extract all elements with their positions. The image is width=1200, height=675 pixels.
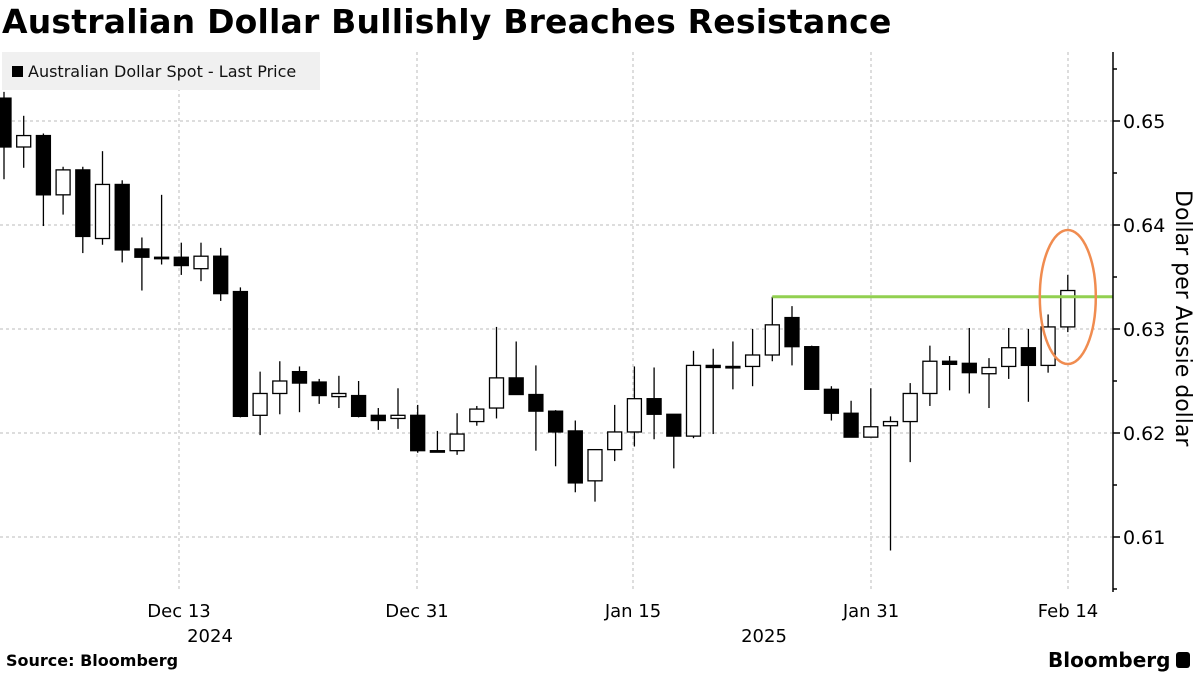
- y-tick-label: 0.65: [1123, 111, 1165, 133]
- candle: [804, 345, 820, 390]
- candle: [1020, 329, 1037, 402]
- candle: [390, 388, 406, 429]
- candle: [902, 383, 918, 463]
- candle: [685, 350, 702, 439]
- chart-title: Australian Dollar Bullishly Breaches Res…: [2, 2, 892, 41]
- candle: [961, 327, 977, 394]
- candle: [1060, 274, 1076, 333]
- legend-label: Australian Dollar Spot - Last Price: [28, 61, 297, 81]
- candle: [764, 296, 780, 362]
- bloomberg-bar-chart-icon: [1176, 652, 1191, 668]
- candle: [272, 361, 288, 415]
- candle: [449, 413, 465, 455]
- candle: [567, 420, 583, 493]
- legend-swatch-icon: [12, 65, 23, 77]
- candle: [607, 404, 623, 462]
- candle: [16, 115, 32, 168]
- source-note: Source: Bloomberg: [6, 651, 179, 670]
- legend: Australian Dollar Spot - Last Price: [2, 52, 320, 90]
- candle: [823, 386, 840, 421]
- x-year-label: 2025: [741, 626, 787, 647]
- candle: [1001, 327, 1017, 379]
- candle: [232, 287, 249, 418]
- candle: [626, 366, 643, 447]
- y-tick-label: 0.63: [1123, 319, 1165, 341]
- candles: [0, 91, 1076, 551]
- candle: [882, 416, 899, 551]
- candle: [784, 306, 800, 366]
- candle: [213, 247, 229, 301]
- candle: [528, 365, 544, 451]
- candle: [922, 345, 938, 406]
- candle: [35, 133, 52, 227]
- highlight-ellipse: [1038, 228, 1098, 366]
- candle: [370, 408, 386, 430]
- candle: [350, 381, 367, 418]
- candle: [547, 410, 564, 467]
- candle: [429, 430, 446, 453]
- y-tick-label: 0.62: [1123, 423, 1165, 445]
- candle: [331, 375, 347, 409]
- annotations: [772, 228, 1113, 366]
- candle: [252, 371, 268, 436]
- x-axis: Dec 13 2024 Dec 31 Jan 15 2025 Jan 31 Feb 14: [147, 601, 1098, 647]
- candle: [193, 242, 209, 282]
- candle: [744, 329, 761, 387]
- logo-text: Bloomberg: [1048, 648, 1171, 672]
- candle: [469, 405, 485, 426]
- candle: [114, 180, 130, 263]
- y-axis-title: Dollar per Aussie dollar: [1170, 190, 1195, 447]
- candle: [646, 367, 662, 440]
- candle: [981, 358, 997, 409]
- x-tick-label: Feb 14: [1038, 601, 1099, 622]
- x-tick-label: Dec 13: [147, 601, 210, 622]
- candle: [311, 378, 327, 404]
- candle: [508, 341, 524, 396]
- candle: [94, 151, 111, 245]
- candle: [488, 326, 505, 419]
- candle: [75, 166, 91, 254]
- x-tick-label: Jan 31: [842, 601, 899, 622]
- candle: [134, 237, 150, 291]
- y-tick-label: 0.61: [1123, 527, 1165, 549]
- x-tick-label: Dec 31: [385, 601, 448, 622]
- candle: [666, 413, 682, 469]
- candle: [291, 366, 308, 413]
- y-axis: 0.61 0.62 0.63 0.64 0.65: [1112, 52, 1165, 592]
- candle: [941, 356, 958, 391]
- y-tick-label: 0.64: [1123, 215, 1165, 237]
- x-tick-label: Jan 15: [604, 601, 661, 622]
- gridlines: [0, 52, 1113, 592]
- candle: [173, 242, 189, 275]
- candle: [705, 348, 721, 435]
- candle: [55, 166, 71, 215]
- candle: [587, 448, 603, 502]
- candle: [843, 400, 859, 438]
- x-year-label: 2024: [187, 626, 233, 647]
- candle: [863, 388, 879, 438]
- candle: [410, 404, 426, 453]
- candle: [153, 194, 170, 265]
- candle: [725, 341, 741, 390]
- bloomberg-logo: Bloomberg: [1048, 648, 1191, 672]
- candle: [0, 91, 12, 180]
